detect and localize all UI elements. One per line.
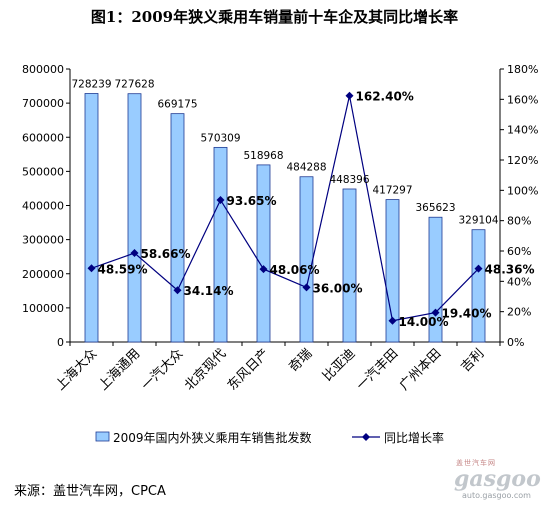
gasgoo-watermark: 盖世汽车网 gasgoo auto.gasgoo.com [448, 458, 544, 502]
legend-bar-label: 2009年国内外狭义乘用车销售批发数 [113, 430, 312, 445]
bar [214, 147, 227, 342]
bar-value-label: 728239 [71, 78, 111, 90]
y-left-tick-label: 600000 [22, 131, 64, 144]
gasgoo-logo: gasgoo [454, 466, 541, 492]
x-category-label: 广州本田 [397, 346, 444, 393]
bar-series [85, 93, 485, 342]
bar [171, 114, 184, 342]
x-category-label: 东风日产 [225, 346, 272, 393]
y-right-tick-label: 20% [507, 306, 531, 319]
line-value-label: 48.06% [270, 263, 320, 277]
x-category-label: 吉利 [458, 346, 487, 375]
y-right-tick-label: 160% [507, 93, 538, 106]
y-left-tick-label: 300000 [22, 234, 64, 247]
y-left-tick-label: 800000 [22, 63, 64, 76]
y-left-tick-label: 0 [57, 336, 64, 349]
line-value-label: 48.36% [485, 263, 535, 277]
x-category-label: 一汽丰田 [354, 346, 401, 393]
y-left-tick-label: 500000 [22, 165, 64, 178]
bar-value-label: 570309 [200, 132, 240, 144]
y-right-tick-label: 60% [507, 245, 531, 258]
y-right-tick-label: 0% [507, 336, 524, 349]
bar-value-label: 448396 [329, 174, 369, 186]
y-right-tick-label: 120% [507, 154, 538, 167]
bar-value-label: 329104 [458, 215, 498, 227]
x-category-label: 上海大众 [53, 346, 100, 393]
bar [85, 93, 98, 342]
bar-value-label: 727628 [114, 79, 154, 91]
x-category-label: 北京现代 [182, 346, 229, 393]
line-value-label: 162.40% [356, 90, 414, 104]
bar-value-label: 417297 [372, 185, 412, 197]
bar-value-label: 669175 [157, 99, 197, 111]
line-value-label: 19.40% [442, 307, 492, 321]
watermark-url: auto.gasgoo.com [462, 491, 531, 500]
legend-line-marker [362, 433, 370, 441]
bar-value-label: 365623 [415, 202, 455, 214]
y-left-tick-label: 200000 [22, 268, 64, 281]
y-right-tick-label: 80% [507, 215, 531, 228]
x-category-label: 上海通用 [96, 346, 143, 393]
bar [343, 189, 356, 342]
chart-axes: 0 100000 200000 300000 400000 500000 600000 700… [22, 63, 538, 394]
y-right-tick-label: 100% [507, 184, 538, 197]
y-left-tick-label: 100000 [22, 302, 64, 315]
line-value-label: 34.14% [184, 284, 234, 298]
bar-value-label: 484288 [286, 162, 326, 174]
legend-bar-swatch [96, 432, 109, 441]
bar [300, 177, 313, 342]
bar [472, 230, 485, 342]
y-right-tick-label: 140% [507, 124, 538, 137]
line-value-label: 36.00% [313, 281, 363, 295]
legend-line-label: 同比增长率 [384, 430, 444, 445]
line-point [346, 92, 354, 100]
bar-value-label: 518968 [243, 150, 283, 162]
x-category-label: 比亚迪 [320, 346, 358, 384]
x-category-label: 一汽大众 [139, 346, 186, 393]
y-left-tick-label: 400000 [22, 200, 64, 213]
line-value-label: 48.59% [98, 262, 148, 276]
line-value-label: 93.65% [227, 194, 277, 208]
legend: 2009年国内外狭义乘用车销售批发数 同比增长率 [96, 430, 444, 445]
y-right-tick-label: 40% [507, 275, 531, 288]
y-right-tick-label: 180% [507, 63, 538, 76]
bar [257, 165, 270, 342]
y-left-tick-label: 700000 [22, 97, 64, 110]
source-note: 来源：盖世汽车网，CPCA [14, 480, 166, 499]
x-category-label: 奇瑞 [286, 346, 316, 376]
line-value-label: 58.66% [141, 247, 191, 261]
bar [128, 94, 141, 342]
